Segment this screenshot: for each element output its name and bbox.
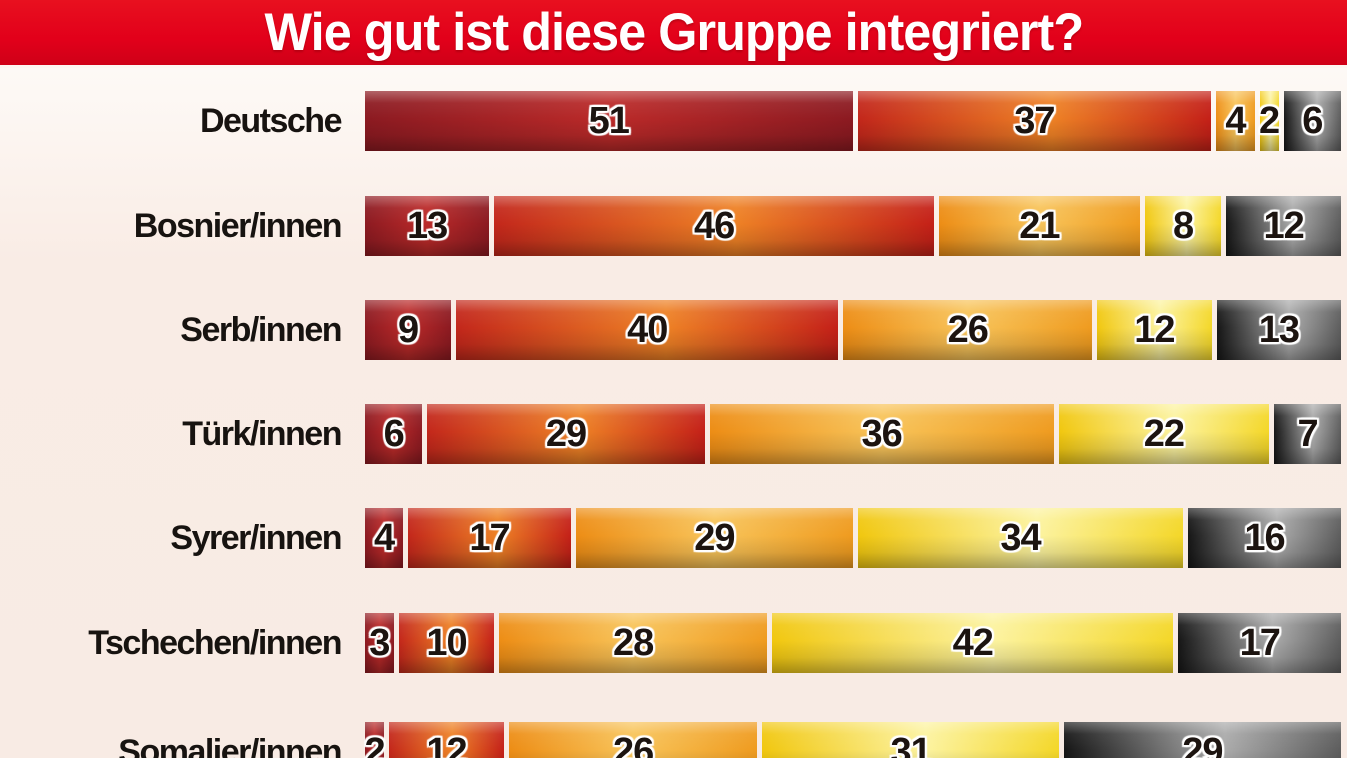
segment-value: 46 bbox=[694, 204, 735, 247]
bar-segment: 6 bbox=[365, 404, 423, 464]
bar-segment: 46 bbox=[494, 196, 935, 256]
chart-title: Wie gut ist diese Gruppe integriert? bbox=[264, 3, 1084, 62]
bar-segment: 17 bbox=[1178, 613, 1341, 673]
segment-value: 12 bbox=[1263, 204, 1305, 247]
chart-row: Deutsche 51 37 4 2 6 bbox=[0, 91, 1342, 151]
bar-segment: 9 bbox=[365, 300, 452, 360]
segment-value: 12 bbox=[426, 730, 467, 758]
stacked-bar: 6 29 36 22 7 bbox=[365, 404, 1341, 464]
bar-segment: 29 bbox=[575, 508, 854, 568]
bar-segment: 4 bbox=[365, 508, 404, 568]
segment-value: 16 bbox=[1244, 516, 1285, 559]
row-label: Syrer/innen bbox=[170, 518, 342, 557]
bar-segment: 28 bbox=[499, 613, 767, 673]
chart-row: Somalier/innen 2 12 26 31 29 bbox=[0, 722, 1342, 758]
segment-value: 13 bbox=[1258, 308, 1300, 351]
segment-value: 31 bbox=[890, 730, 931, 758]
bar-segment: 3 bbox=[365, 613, 394, 673]
bar-segment: 29 bbox=[1063, 722, 1342, 758]
chart-row: Bosnier/innen 13 46 21 8 12 bbox=[0, 196, 1342, 256]
bar-segment: 26 bbox=[508, 722, 758, 758]
segment-value: 29 bbox=[1182, 730, 1223, 758]
segment-value: 6 bbox=[1302, 99, 1323, 142]
bar-segment: 21 bbox=[939, 196, 1140, 256]
segment-value: 29 bbox=[545, 412, 587, 455]
stacked-bar: 2 12 26 31 29 bbox=[364, 722, 1342, 758]
segment-value: 26 bbox=[947, 308, 989, 351]
bar-segment: 29 bbox=[427, 404, 705, 464]
bar-segment: 17 bbox=[408, 508, 571, 568]
segment-value: 2 bbox=[1259, 99, 1280, 142]
segment-value: 10 bbox=[426, 621, 467, 664]
segment-value: 9 bbox=[397, 308, 419, 351]
bar-segment: 12 bbox=[389, 722, 504, 758]
bar-segment: 8 bbox=[1144, 196, 1222, 256]
row-label: Serb/innen bbox=[180, 310, 342, 349]
segment-value: 34 bbox=[1000, 516, 1041, 559]
bar-segment: 26 bbox=[843, 300, 1093, 360]
segment-value: 22 bbox=[1143, 412, 1185, 455]
bar-segment: 6 bbox=[1283, 91, 1342, 151]
segment-value: 17 bbox=[1239, 621, 1281, 664]
segment-value: 7 bbox=[1297, 412, 1318, 455]
bar-segment: 12 bbox=[1226, 196, 1342, 256]
bar-segment: 2 bbox=[1259, 91, 1280, 151]
segment-value: 12 bbox=[1134, 308, 1175, 351]
chart-row: Serb/innen 9 40 26 12 13 bbox=[0, 300, 1342, 360]
title-bar: Wie gut ist diese Gruppe integriert? bbox=[0, 0, 1347, 68]
segment-value: 42 bbox=[952, 621, 994, 664]
row-label: Somalier/innen bbox=[118, 732, 342, 758]
segment-value: 37 bbox=[1014, 99, 1055, 142]
segment-value: 4 bbox=[374, 516, 395, 559]
bar-segment: 10 bbox=[398, 613, 495, 673]
segment-value: 29 bbox=[694, 516, 735, 559]
segment-value: 13 bbox=[407, 204, 448, 247]
bar-segment: 16 bbox=[1188, 508, 1341, 568]
row-label: Bosnier/innen bbox=[133, 206, 343, 245]
segment-value: 3 bbox=[369, 621, 390, 664]
stacked-bar: 13 46 21 8 12 bbox=[365, 196, 1342, 256]
segment-value: 4 bbox=[1225, 99, 1246, 142]
stacked-bar: 4 17 29 34 16 bbox=[365, 508, 1341, 568]
segment-value: 6 bbox=[383, 412, 405, 455]
bar-segment: 13 bbox=[365, 196, 490, 256]
bar-segment: 34 bbox=[857, 508, 1184, 568]
bar-segment: 2 bbox=[364, 722, 386, 758]
chart-row: Syrer/innen 4 17 29 34 16 bbox=[0, 508, 1341, 568]
bar-segment: 4 bbox=[1216, 91, 1255, 151]
bar-segment: 42 bbox=[771, 613, 1174, 673]
row-label: Tschechen/innen bbox=[88, 623, 342, 662]
chart-row: Türk/innen 6 29 36 22 7 bbox=[0, 404, 1341, 464]
row-label: Deutsche bbox=[199, 101, 343, 140]
segment-value: 51 bbox=[588, 99, 630, 142]
row-label: Türk/innen bbox=[182, 414, 342, 453]
segment-value: 36 bbox=[861, 412, 903, 455]
bar-segment: 7 bbox=[1274, 404, 1341, 464]
segment-value: 17 bbox=[469, 516, 510, 559]
stacked-bar: 9 40 26 12 13 bbox=[365, 300, 1342, 360]
segment-value: 2 bbox=[364, 730, 386, 758]
bar-segment: 12 bbox=[1097, 300, 1212, 360]
bar-segment: 36 bbox=[709, 404, 1054, 464]
segment-value: 8 bbox=[1172, 204, 1194, 247]
chart-row: Tschechen/innen 3 10 28 42 17 bbox=[0, 613, 1341, 673]
segment-value: 26 bbox=[612, 730, 654, 758]
bar-segment: 51 bbox=[365, 91, 853, 151]
bar-segment: 40 bbox=[456, 300, 839, 360]
segment-value: 21 bbox=[1019, 204, 1060, 247]
bar-segment: 13 bbox=[1216, 300, 1342, 360]
stacked-bar: 51 37 4 2 6 bbox=[365, 91, 1342, 151]
bar-segment: 31 bbox=[762, 722, 1060, 758]
bar-segment: 37 bbox=[857, 91, 1212, 151]
stacked-bar: 3 10 28 42 17 bbox=[365, 613, 1341, 673]
segment-value: 40 bbox=[627, 308, 668, 351]
bar-segment: 22 bbox=[1058, 404, 1270, 464]
segment-value: 28 bbox=[612, 621, 654, 664]
